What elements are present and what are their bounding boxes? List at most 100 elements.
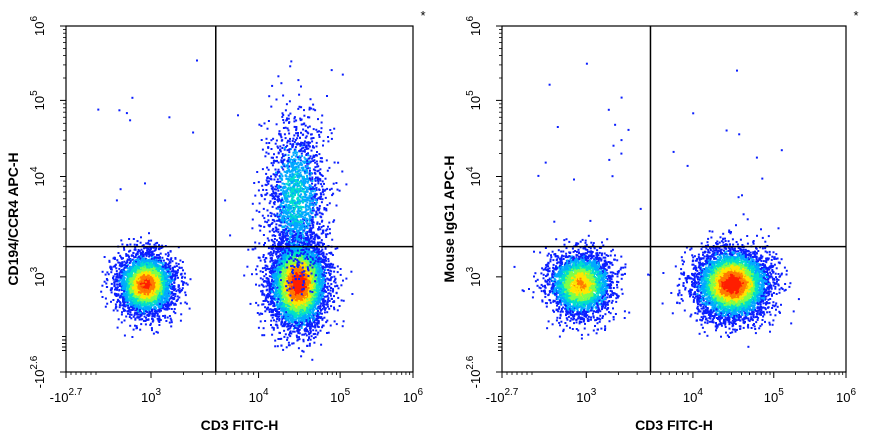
event-dot [310,335,313,338]
event-dot [150,239,153,242]
event-dot [134,256,137,258]
event-dot [130,301,133,303]
event-dot [141,244,144,247]
event-dot [141,277,144,280]
event-dot [126,299,129,302]
event-dot [155,330,158,333]
event-dot [181,287,184,290]
event-dot [143,309,145,312]
event-dot [166,276,169,279]
event-dot [156,300,158,303]
event-dot [159,273,162,276]
event-dot [119,264,121,267]
event-dot [136,313,139,316]
event-dot [155,256,158,259]
event-dot [132,307,135,310]
event-dot [157,303,160,306]
event-dot [124,264,127,267]
event-dot [140,262,143,265]
event-dot [148,243,151,246]
event-dot [333,270,336,273]
event-dot [153,249,156,252]
event-dot [155,254,158,257]
event-dot [142,259,145,262]
event-dot [146,252,149,255]
event-dot [159,282,162,285]
event-dot [173,265,176,268]
event-dot [148,262,151,265]
event-dot [139,314,142,317]
event-dot [142,303,145,306]
event-dot [171,260,174,263]
event-dot [149,305,152,308]
event-dot [164,273,167,276]
event-dot [161,295,163,298]
event-dot [326,300,329,303]
event-dot [118,283,121,286]
event-dot [261,334,264,337]
event-dot [170,277,173,280]
event-dot [161,301,164,304]
event-dot [106,279,109,282]
event-dot [136,253,139,256]
event-dot [145,242,148,245]
event-dot [123,287,126,290]
event-dot [123,260,126,263]
event-dot [129,311,132,314]
event-dot [108,260,111,263]
event-dot [145,254,148,257]
event-dot [142,307,145,310]
event-dot [156,284,159,287]
event-dot [251,273,253,276]
event-dot [121,243,124,246]
event-dot [124,299,127,302]
event-dot [167,278,169,281]
event-dot [167,268,170,271]
event-dot [134,302,137,305]
event-dot [264,306,267,309]
event-dot [145,258,148,261]
event-dot [170,281,173,284]
event-dot [126,258,129,261]
event-dot [249,302,252,305]
event-dot [156,331,159,334]
event-dot [171,273,174,276]
event-dot [130,270,133,273]
event-dot [170,321,173,324]
event-dot [128,297,131,300]
event-dot [122,270,125,273]
event-dot [149,258,152,261]
event-dot [118,306,121,309]
event-dot [135,252,138,255]
event-dot [166,286,169,289]
event-dot [182,283,185,286]
event-dot [129,243,132,246]
event-dot [167,289,170,292]
event-dot [167,275,170,278]
event-dot [120,271,123,274]
event-dot [172,288,175,291]
event-dot [151,308,154,311]
event-dot [152,291,155,294]
event-dot [154,295,157,298]
event-dot [165,320,168,322]
event-dot [116,276,119,279]
event-dot [142,244,145,247]
event-dot [181,275,184,278]
event-dot [156,265,159,268]
event-dot [161,262,164,265]
event-dot [130,317,133,320]
event-dot [168,307,171,310]
event-dot [137,301,140,304]
event-dot [119,277,122,280]
event-dot [143,274,145,277]
event-dot [132,328,135,331]
event-dot [174,272,177,275]
event-dot [140,303,143,306]
event-dot [118,288,121,291]
event-dot [170,308,173,310]
event-dot [123,290,126,293]
event-dot [153,256,156,259]
event-dot [160,247,163,249]
